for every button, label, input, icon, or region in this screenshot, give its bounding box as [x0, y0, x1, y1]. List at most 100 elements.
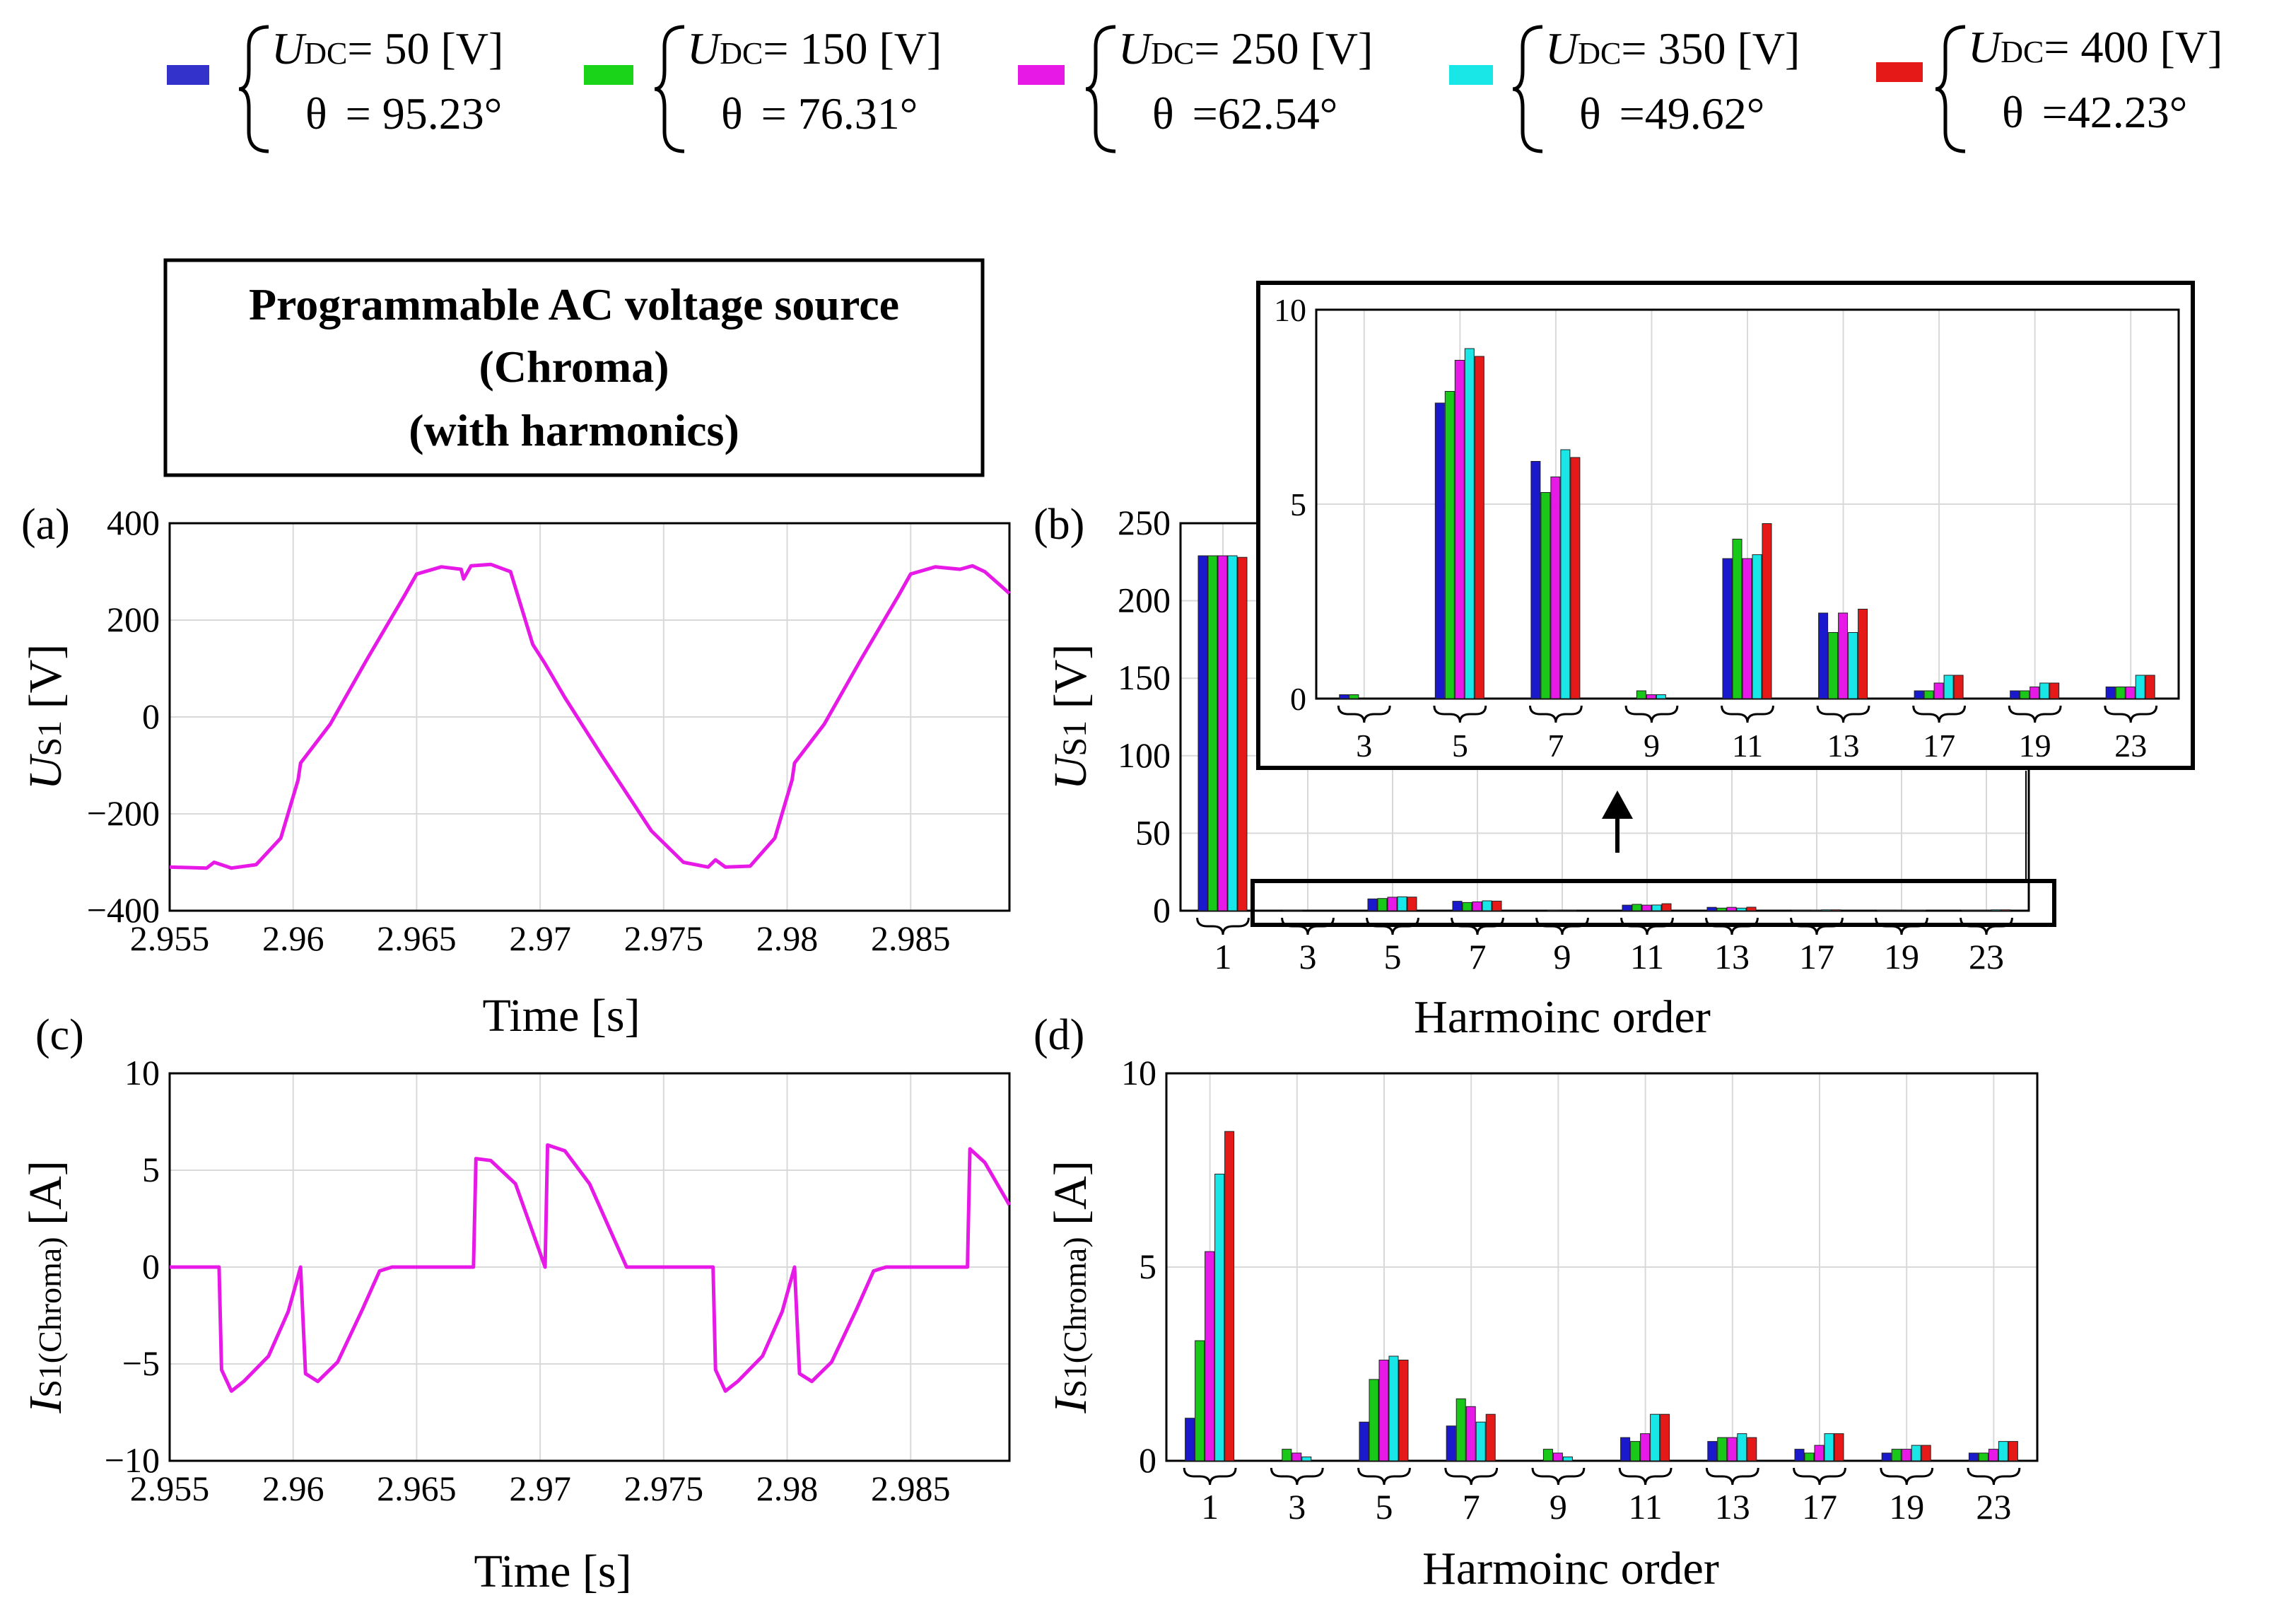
source-box-line1: Programmable AC voltage source: [249, 279, 899, 329]
category-brace: [1793, 1467, 1846, 1486]
category-brace: [1880, 1467, 1934, 1486]
category-label: 17: [1802, 1487, 1837, 1527]
category-label: 17: [1799, 937, 1834, 976]
category-brace: [1912, 705, 1967, 723]
y-tick-label: 5: [142, 1150, 160, 1189]
y-tick-label: −10: [105, 1440, 160, 1480]
bar-h23-s2: [1988, 1449, 1998, 1462]
y-tick-label: 0: [1153, 890, 1171, 930]
bar-h17-s4: [1831, 909, 1841, 911]
legend-theta-symbol: θ: [2002, 87, 2024, 137]
legend-u-subscript: DC: [720, 36, 763, 71]
bar-h13-s3: [1736, 907, 1747, 911]
x-tick-label: 2.97: [509, 1469, 571, 1508]
bar-h3-s1: [1282, 1449, 1292, 1462]
bar-h17-s0: [1794, 1449, 1805, 1462]
bar-h11-s4: [1660, 1413, 1670, 1462]
category-brace: [2104, 705, 2158, 723]
tick-labels: 2.955 2.96 2.965 2.97 2.975 2.98 2.985 −400 −200…: [87, 503, 951, 958]
legend-entry-udc-350: UDC= 350 [V] θ =49.62°: [1449, 23, 1800, 153]
bar-h5-s1: [1444, 391, 1455, 699]
category-brace: [1721, 705, 1774, 723]
bar-h19-s0: [2010, 690, 2020, 699]
x-axis-label: Time [s]: [474, 1546, 631, 1597]
legend-brace: [1512, 25, 1543, 153]
category-label: 5: [1384, 937, 1402, 976]
category-label: 23: [1976, 1487, 2011, 1527]
bar-h13-s1: [1828, 632, 1839, 699]
bar-h23-s3: [1991, 909, 2001, 911]
bar-h1-s2: [1217, 555, 1228, 911]
zoom-region-box: [1250, 879, 2056, 927]
legend-swatch-magenta: [1018, 65, 1065, 85]
bar-h17-s3: [1824, 1433, 1834, 1462]
legend-u-symbol: U: [271, 23, 307, 74]
tick-labels: 0 5 10: [1121, 1053, 1156, 1480]
legend-u-value: = 400 [V]: [2044, 22, 2222, 72]
legend-u-value: = 150 [V]: [763, 23, 942, 74]
bar-h7-s1: [1462, 902, 1472, 911]
category-label: 1: [1201, 1487, 1219, 1527]
category-label: 13: [1715, 1487, 1750, 1527]
category-label: 9: [1644, 728, 1660, 764]
bar-h13-s1: [1716, 907, 1727, 911]
x-tick-label: 2.955: [130, 1469, 210, 1508]
legend-u-value: = 50 [V]: [347, 23, 503, 74]
svg-text:θ= 95.23°: θ = 95.23°: [305, 88, 502, 139]
bar-h19-s2: [2030, 687, 2040, 699]
category-label: 3: [1299, 937, 1317, 976]
y-tick-label: −5: [122, 1343, 160, 1383]
y-tick-label: 200: [1118, 581, 1171, 620]
y-tick-label: 400: [107, 503, 160, 542]
y-tick-label: 150: [1118, 658, 1171, 697]
category-brace: [1196, 917, 1250, 935]
y-tick-label: −400: [87, 890, 160, 930]
svg-text:UDC= 250 [V]: UDC= 250 [V]: [1118, 23, 1373, 74]
bar-h13-s0: [1706, 906, 1717, 911]
legend-u-symbol: U: [1968, 22, 2003, 72]
category-brace: [2008, 705, 2062, 723]
y-tick-label: −200: [87, 793, 160, 833]
y-tick-label: 10: [1121, 1053, 1156, 1092]
category-label: 19: [1884, 937, 1919, 976]
category-brace: [1624, 705, 1679, 723]
panel-label-c: (c): [35, 1011, 84, 1059]
legend-theta-value: =42.23°: [2042, 87, 2188, 137]
grid: [169, 523, 1009, 911]
category-label: 19: [1889, 1487, 1924, 1527]
category-labels: 1 3 5 7 9 11 13 17 19 23: [1183, 1467, 2021, 1527]
bar-h13-s1: [1717, 1437, 1728, 1462]
bar-h7-s1: [1456, 1398, 1466, 1462]
bar-h1-s2: [1205, 1251, 1215, 1462]
bar-h1-s1: [1207, 555, 1218, 911]
bar-h23-s1: [2115, 687, 2126, 699]
bar-h23-s0: [2105, 687, 2116, 699]
category-label: 3: [1288, 1487, 1306, 1527]
svg-text:UDC= 350 [V]: UDC= 350 [V]: [1545, 23, 1800, 74]
category-brace: [1528, 705, 1583, 723]
bar-h17-s1: [1804, 1452, 1815, 1462]
category-brace: [1816, 705, 1870, 723]
current-waveform-line: [170, 1143, 1012, 1393]
bar-h3-s2: [1292, 1452, 1302, 1462]
bar-h1-s4: [1237, 556, 1248, 911]
bar-h5-s0: [1359, 1421, 1369, 1462]
legend-theta-value: = 95.23°: [346, 88, 503, 139]
tick-labels: 2.955 2.96 2.965 2.97 2.975 2.98 2.985 −10 −5 0 5 1…: [105, 1053, 951, 1508]
tick-labels: 0 5 10: [1274, 292, 1306, 717]
category-brace: [1183, 1467, 1237, 1486]
legend-u-symbol: U: [1118, 23, 1154, 74]
category-brace: [1337, 705, 1391, 723]
bar-h9-s3: [1562, 1457, 1573, 1462]
bar-h7-s3: [1560, 449, 1571, 699]
x-tick-label: 2.975: [624, 918, 704, 958]
source-box: Programmable AC voltage source (Chroma) …: [163, 258, 985, 477]
legend-theta-value: = 76.31°: [761, 88, 918, 139]
bar-h17-s0: [1914, 690, 1924, 699]
bar-h9-s1: [1542, 1449, 1553, 1462]
y-tick-label: 0: [142, 1247, 160, 1286]
y-axis-label: US1 [V]: [20, 644, 71, 791]
y-tick-label: 0: [1139, 1440, 1156, 1480]
source-box-line3: (with harmonics): [409, 405, 739, 455]
bar-h11-s4: [1762, 523, 1772, 699]
